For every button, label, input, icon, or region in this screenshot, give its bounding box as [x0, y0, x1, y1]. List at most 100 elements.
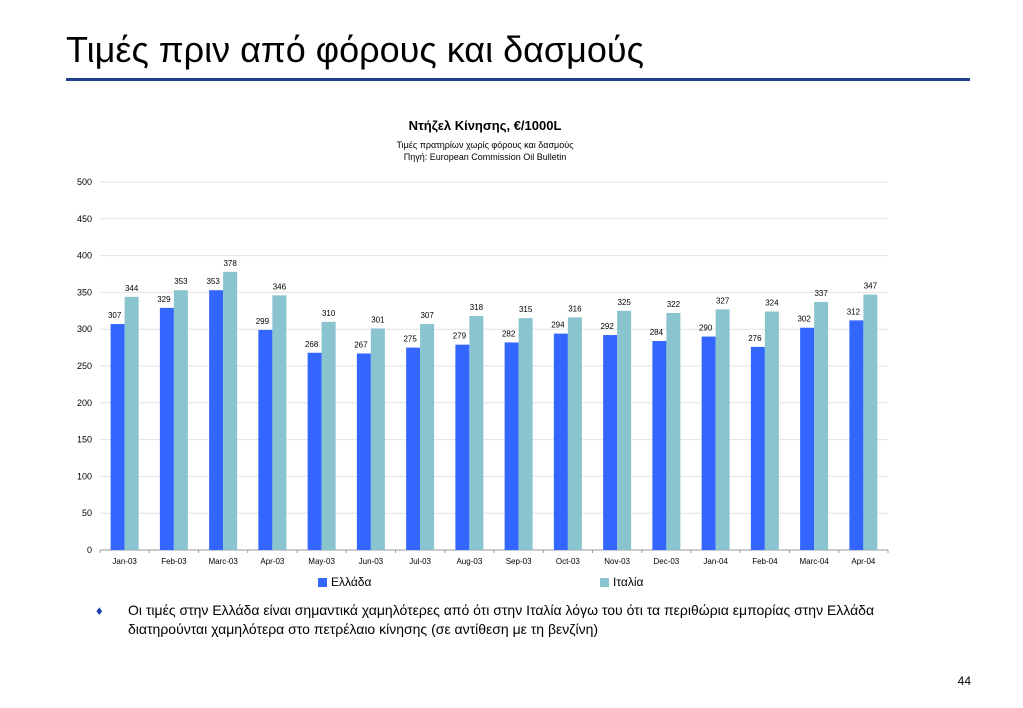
data-label: 302 — [797, 315, 811, 324]
bar-chart: 0 50 100 150 200 250 300 350 400 450 500 Jan-03 307 3… — [77, 177, 889, 566]
y-tick-label: 450 — [77, 214, 92, 224]
data-label: 325 — [617, 298, 631, 307]
data-label: 307 — [420, 311, 434, 320]
bar-greece — [800, 327, 815, 550]
bar-italy — [321, 321, 336, 550]
y-tick-label: 250 — [77, 361, 92, 371]
x-tick-label: Jul-03 — [409, 557, 431, 566]
y-tick-label: 0 — [87, 545, 92, 555]
data-label: 292 — [600, 322, 614, 331]
y-tick-label: 400 — [77, 251, 92, 261]
bar-italy — [469, 315, 484, 550]
x-tick-label: Aug-03 — [456, 557, 482, 566]
legend-swatch-italy — [600, 577, 609, 587]
bar-greece — [603, 335, 618, 550]
data-label: 315 — [519, 305, 533, 314]
bar-greece — [750, 346, 765, 550]
legend-label-italy: Ιταλία — [613, 575, 644, 589]
bar-italy — [863, 294, 878, 550]
page-number: 44 — [957, 674, 971, 688]
data-label: 316 — [568, 304, 582, 313]
data-label: 290 — [699, 324, 713, 333]
y-tick-label: 150 — [77, 435, 92, 445]
x-tick-label: Jan-04 — [703, 557, 728, 566]
data-label: 279 — [453, 332, 467, 341]
chart-title: Ντήζελ Κίνησης, €/1000L — [408, 118, 562, 133]
bar-greece — [356, 353, 371, 550]
x-tick-label: Dec-03 — [653, 557, 679, 566]
bar-greece — [455, 344, 470, 550]
y-tick-label: 300 — [77, 324, 92, 334]
data-label: 307 — [108, 311, 122, 320]
bar-greece — [701, 336, 716, 550]
x-tick-label: Oct-03 — [556, 557, 581, 566]
y-tick-label: 50 — [82, 508, 92, 518]
bar-italy — [173, 290, 188, 550]
data-label: 329 — [157, 295, 171, 304]
legend-item-greece: Ελλάδα — [318, 575, 371, 589]
data-label: 268 — [305, 340, 319, 349]
bar-italy — [764, 311, 779, 550]
diamond-bullet-icon: ♦ — [96, 603, 103, 618]
data-label: 282 — [502, 329, 516, 338]
bar-greece — [159, 307, 174, 550]
bar-italy — [666, 313, 681, 550]
data-label: 312 — [847, 307, 861, 316]
bar-italy — [420, 324, 435, 550]
data-label: 346 — [273, 282, 287, 291]
data-label: 353 — [206, 277, 220, 286]
slide-title: Τιμές πριν από φόρους και δασμούς — [66, 29, 644, 70]
data-label: 267 — [354, 340, 368, 349]
x-tick-label: May-03 — [308, 557, 335, 566]
bullet-text: Οι τιμές στην Ελλάδα είναι σημαντικά χαμ… — [128, 602, 875, 637]
y-tick-label: 500 — [77, 177, 92, 187]
bar-italy — [814, 301, 829, 550]
bar-italy — [223, 271, 238, 550]
data-label: 276 — [748, 334, 762, 343]
data-label: 294 — [551, 321, 565, 330]
bar-greece — [553, 333, 568, 550]
data-label: 299 — [256, 317, 270, 326]
data-label: 344 — [125, 284, 139, 293]
legend-label-greece: Ελλάδα — [331, 575, 372, 589]
bar-greece — [110, 324, 125, 550]
bar-greece — [849, 320, 864, 550]
x-tick-label: Feb-04 — [752, 557, 778, 566]
y-tick-label: 200 — [77, 398, 92, 408]
bar-italy — [518, 318, 533, 550]
legend-item-italy: Ιταλία — [600, 575, 643, 589]
y-tick-label: 350 — [77, 287, 92, 297]
x-tick-label: Jan-03 — [112, 557, 137, 566]
x-tick-label: Marc-04 — [799, 557, 829, 566]
chart-source: Πηγή: European Commission Oil Bulletin — [403, 152, 567, 162]
bar-italy — [370, 328, 385, 550]
bar-greece — [307, 352, 322, 550]
bar-italy — [124, 296, 139, 550]
x-tick-label: Jun-03 — [359, 557, 384, 566]
x-tick-label: Marc-03 — [208, 557, 238, 566]
data-label: 318 — [470, 303, 484, 312]
chart-container: Ντήζελ Κίνησης, €/1000L Τιμές πρατηρίων … — [60, 110, 910, 600]
title-divider — [66, 78, 970, 81]
bar-italy — [715, 309, 730, 550]
legend-swatch-greece — [318, 577, 327, 587]
data-label: 378 — [223, 259, 237, 268]
bar-italy — [272, 295, 287, 550]
data-label: 275 — [403, 335, 417, 344]
chart-subtitle: Τιμές πρατηρίων χωρίς φόρους και δασμούς — [396, 140, 574, 150]
bar-greece — [504, 342, 519, 550]
y-tick-label: 100 — [77, 471, 92, 481]
data-label: 353 — [174, 277, 188, 286]
data-label: 322 — [667, 300, 681, 309]
x-tick-label: Nov-03 — [604, 557, 630, 566]
data-label: 324 — [765, 299, 779, 308]
bar-greece — [258, 329, 273, 550]
x-tick-label: Feb-03 — [161, 557, 187, 566]
x-tick-label: Apr-03 — [260, 557, 285, 566]
bar-greece — [406, 347, 421, 550]
data-label: 337 — [814, 289, 828, 298]
data-label: 327 — [716, 296, 730, 305]
data-label: 310 — [322, 309, 336, 318]
bar-greece — [652, 340, 667, 550]
bar-italy — [617, 310, 632, 550]
